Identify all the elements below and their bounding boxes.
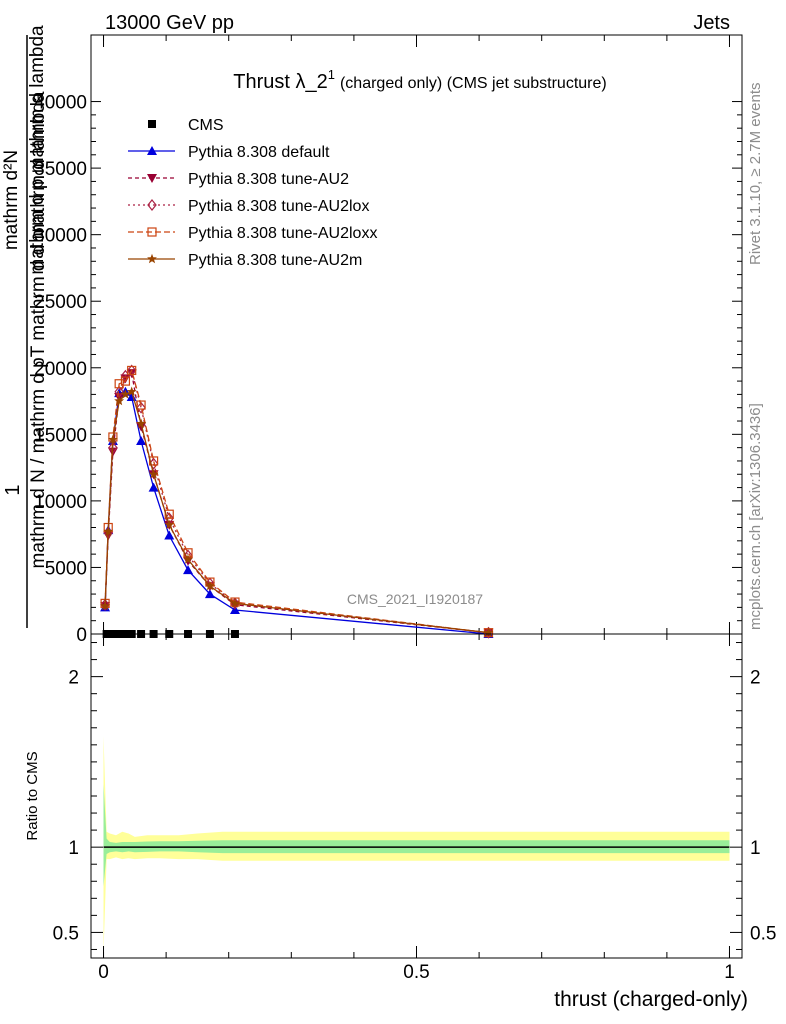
- main-panel: 0 5000 10000 15000 20000 25000 30000 35000 40000…: [34, 34, 743, 646]
- legend: CMS Pythia 8.308 default Pythia 8.308 tune…: [128, 117, 377, 269]
- data-point: [100, 600, 110, 611]
- main-y-tick-label: 35000: [34, 159, 87, 180]
- legend-marker: [147, 199, 157, 211]
- ratio-frame: [90, 633, 743, 959]
- data-point: [114, 379, 124, 389]
- data-point: [483, 627, 494, 637]
- analysis-watermark: CMS_2021_I1920187: [347, 591, 483, 607]
- data-point: [127, 365, 137, 376]
- data-point: [230, 598, 240, 608]
- data-point: [103, 526, 114, 536]
- data-point: [136, 422, 147, 432]
- process-label: Jets: [693, 12, 730, 34]
- data-point: [164, 519, 175, 530]
- series-5: [100, 386, 494, 637]
- data-point: [148, 482, 159, 492]
- data-point: [136, 400, 146, 410]
- data-point: [183, 554, 193, 564]
- energy-label: 13000 GeV pp: [105, 12, 234, 34]
- data-point: [100, 598, 110, 611]
- data-point: [108, 434, 118, 444]
- data-point: [205, 577, 215, 590]
- main-y-ticks: 0 5000 10000 15000 20000 25000 30000 35000 40000: [34, 35, 742, 646]
- data-point: [205, 580, 215, 591]
- main-y-tick-label: 15000: [34, 425, 87, 446]
- plot-title: Thrust λ_21 (charged only) (CMS jet subst…: [233, 67, 606, 93]
- data-point: [136, 401, 146, 414]
- ratio-y-ticks: 0.5 0.5 1 1 2 2: [53, 642, 776, 950]
- main-y-tick-label: 30000: [34, 226, 87, 247]
- main-y-tick-label: 0: [76, 625, 87, 646]
- legend-marker: [147, 146, 157, 155]
- legend-label: CMS: [188, 117, 224, 134]
- ratio-y-tick-label: 0.5: [53, 923, 79, 944]
- main-y-tick-label: 25000: [34, 292, 87, 313]
- y-label-line-3: mathrm d²N: [1, 150, 22, 250]
- ratio-bands: [103, 736, 730, 953]
- legend-label: Pythia 8.308 tune-AU2lox: [188, 198, 369, 215]
- legend-marker: [147, 253, 157, 264]
- ratio-x-tick-label: 1: [724, 962, 735, 983]
- ratio-y-tick-label: 2: [68, 668, 79, 689]
- data-point: [148, 456, 159, 466]
- ratio-y-tick-label: 1: [68, 838, 79, 859]
- main-y-tick-label: 20000: [34, 359, 87, 380]
- data-point: [126, 369, 137, 379]
- plot-title-rest: (charged only) (CMS jet substructure): [340, 75, 607, 92]
- legend-marker: [147, 227, 157, 237]
- legend-label: Pythia 8.308 default: [188, 144, 330, 161]
- data-point: [108, 441, 118, 454]
- data-point: [136, 435, 147, 445]
- legend-label: Pythia 8.308 tune-AU2m: [188, 252, 362, 269]
- y-label-line-1: 1: [2, 484, 24, 495]
- data-point: [120, 389, 131, 399]
- plot-title-main: Thrust λ_2: [233, 71, 327, 93]
- ratio-x-ticks: 0 0.5 1: [98, 634, 735, 983]
- legend-marker: [147, 174, 157, 183]
- ratio-y-tick-label-right: 0.5: [750, 923, 776, 944]
- data-point: [114, 395, 125, 406]
- data-point: [164, 509, 174, 519]
- ratio-x-tick-label: 0.5: [403, 962, 429, 983]
- mcplots-label: mcplots.cern.ch [arXiv:1306.3436]: [747, 403, 764, 630]
- rivet-label: Rivet 3.1.10, ≥ 2.7M events: [747, 83, 764, 266]
- data-point: [126, 386, 137, 396]
- ratio-x-tick-label: 0: [98, 962, 109, 983]
- legend-label: Pythia 8.308 tune-AU2loxx: [188, 225, 377, 242]
- legend-label: Pythia 8.308 tune-AU2: [188, 171, 349, 188]
- data-point: [126, 364, 137, 377]
- ratio-y-tick-label-right: 1: [750, 838, 761, 859]
- data-point: [204, 589, 215, 599]
- main-y-tick-label: 10000: [34, 492, 87, 513]
- main-y-tick-label: 5000: [45, 558, 87, 579]
- ratio-y-tick-label-right: 2: [750, 668, 761, 689]
- data-point: [164, 530, 175, 540]
- x-axis-label: thrust (charged-only): [554, 988, 748, 1011]
- legend-marker: [148, 120, 156, 128]
- data-point: [120, 376, 131, 386]
- data-point: [183, 565, 194, 575]
- y-label-line-4: mathrm d p mathrm d lambda: [27, 25, 48, 275]
- ratio-panel: 0.5 0.51 12 2 0 0.5 1 Ratio to CMS thrust (ch…: [24, 633, 776, 1011]
- data-point: [148, 469, 159, 479]
- data-point: [136, 418, 146, 428]
- main-y-tick-label: 40000: [34, 93, 87, 114]
- y-label-line-2: mathrm d N / mathrm d pT mathrm d d math…: [28, 91, 49, 568]
- plot-title-sup: 1: [328, 67, 335, 82]
- ratio-y-label: Ratio to CMS: [24, 751, 41, 840]
- main-y-label: 1 mathrm d N / mathrm d pT mathrm d d ma…: [1, 25, 49, 628]
